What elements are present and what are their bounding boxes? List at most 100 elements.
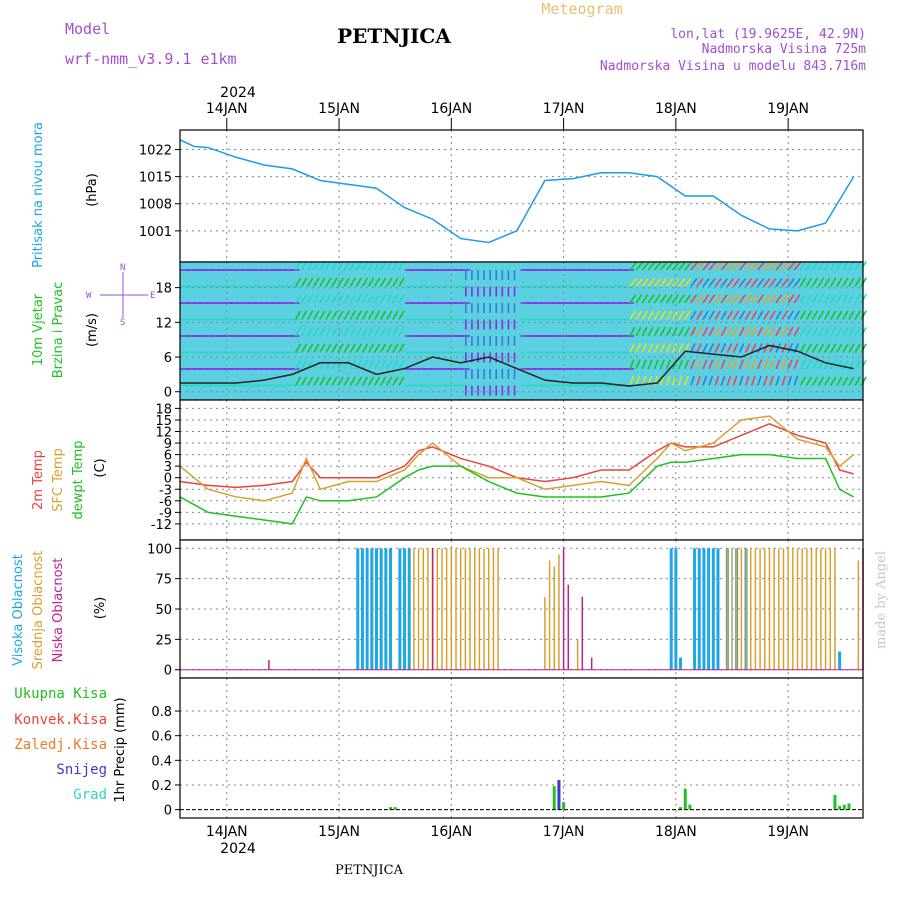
precip-bar xyxy=(562,802,566,810)
wind-arrow xyxy=(732,359,738,370)
wind-arrow xyxy=(860,326,867,337)
bottom-day-label: 18JAN xyxy=(655,824,697,840)
wind-arrow xyxy=(842,293,849,304)
wind-arrow xyxy=(355,293,363,304)
wind-arrow xyxy=(294,293,302,304)
precip-plot-area xyxy=(180,678,863,818)
precip-bar xyxy=(833,794,837,810)
wind-arrow xyxy=(659,359,665,370)
wind-arrow xyxy=(325,359,332,370)
wind-arrow xyxy=(763,310,770,320)
wind-arrow xyxy=(738,343,745,353)
wind-arrow xyxy=(702,326,709,337)
wind-arrow xyxy=(720,375,726,386)
wind-arrow xyxy=(300,260,308,271)
wind-arrow xyxy=(349,310,356,320)
wind-arrow xyxy=(750,294,758,304)
wind-arrow xyxy=(398,277,405,287)
temp-tick-label: -12 xyxy=(151,518,172,533)
cloud-label-mid: Srednja Oblacnost xyxy=(31,551,46,670)
wind-arrow xyxy=(726,343,733,353)
wind-arrow xyxy=(854,293,861,304)
cloud-bar xyxy=(702,548,706,670)
wind-arrow xyxy=(319,260,326,271)
footer-station: PETNJICA xyxy=(335,863,404,878)
wind-arrow xyxy=(732,375,738,386)
wind-arrow xyxy=(848,326,855,337)
wind-arrow xyxy=(325,293,332,304)
wind-arrow xyxy=(647,326,654,337)
wind-arrow xyxy=(787,310,794,320)
wind-arrow xyxy=(854,277,861,287)
wind-arrow xyxy=(629,310,636,320)
wind-arrow xyxy=(635,326,642,337)
wind-arrow xyxy=(757,294,764,304)
wind-arrow xyxy=(811,260,819,271)
wind-arrow xyxy=(690,343,696,353)
wind-arrow xyxy=(787,326,794,337)
wind-arrow xyxy=(860,310,867,320)
wind-arrow xyxy=(361,277,369,287)
wind-arrow xyxy=(732,294,740,304)
temp-tick-label: 6 xyxy=(164,449,172,464)
wind-arrow xyxy=(757,310,764,320)
compass-icon: N S E W xyxy=(86,263,155,328)
wind-arrow xyxy=(313,310,320,320)
wind-arrow xyxy=(343,359,350,370)
wind-arrow xyxy=(708,278,716,287)
wind-arrow xyxy=(349,326,356,337)
wind-arrow xyxy=(714,310,722,320)
wind-arrow xyxy=(811,310,819,320)
wind-arrow xyxy=(684,278,692,287)
wind-arrow xyxy=(367,376,375,386)
wind-arrow xyxy=(750,375,756,386)
wind-arrow xyxy=(337,359,344,370)
wind-arrow xyxy=(386,293,393,304)
model-name: wrf-nmm_v3.9.1 e1km xyxy=(65,50,237,68)
wind-arrow xyxy=(373,376,381,386)
pressure-plot-area xyxy=(180,130,863,262)
wind-arrow xyxy=(720,310,728,320)
wind-arrow xyxy=(714,278,722,287)
wind-arrow xyxy=(854,376,861,386)
wind-arrow xyxy=(811,376,819,386)
wind-arrow xyxy=(751,261,759,271)
wind-arrow xyxy=(750,359,757,370)
model-altitude-text: Nadmorska Visina u modelu 843.716m xyxy=(600,59,866,74)
wind-arrow xyxy=(708,294,716,304)
wind-arrow xyxy=(744,375,750,386)
wind-arrow xyxy=(629,359,635,370)
wind-arrow xyxy=(647,359,653,370)
wind-arrow xyxy=(319,343,326,353)
precip-tick-label: 0.6 xyxy=(151,730,172,745)
precip-tick-label: 0 xyxy=(164,804,172,819)
top-day-label: 19JAN xyxy=(767,101,809,117)
wind-arrow xyxy=(823,376,831,386)
wind-arrow xyxy=(830,310,837,320)
wind-arrow xyxy=(854,260,861,271)
temp-series-line xyxy=(179,453,855,525)
wind-arrow xyxy=(355,376,363,386)
wind-arrow xyxy=(367,260,375,271)
wind-arrow xyxy=(629,375,635,386)
wind-arrow xyxy=(379,310,387,320)
wind-tick-label: 6 xyxy=(164,351,172,366)
wind-arrow xyxy=(830,277,837,287)
wind-arrow xyxy=(793,375,799,386)
wind-arrow xyxy=(708,326,715,337)
cloud-tick-label: 75 xyxy=(155,573,172,588)
wind-arrow xyxy=(373,277,381,287)
wind-arrow xyxy=(690,326,697,337)
cloud-bar xyxy=(356,548,360,670)
wind-arrow xyxy=(714,359,720,370)
wind-arrow xyxy=(744,310,752,320)
wind-arrow xyxy=(793,359,799,370)
wind-arrow xyxy=(294,310,302,320)
wind-arrow xyxy=(373,260,381,271)
wind-arrow xyxy=(732,326,739,337)
wind-arrow xyxy=(313,376,320,386)
wind-arrow xyxy=(848,260,855,271)
wind-arrow xyxy=(702,343,708,353)
meteogram-title: Meteogram xyxy=(541,0,622,18)
wind-arrow xyxy=(398,359,405,370)
